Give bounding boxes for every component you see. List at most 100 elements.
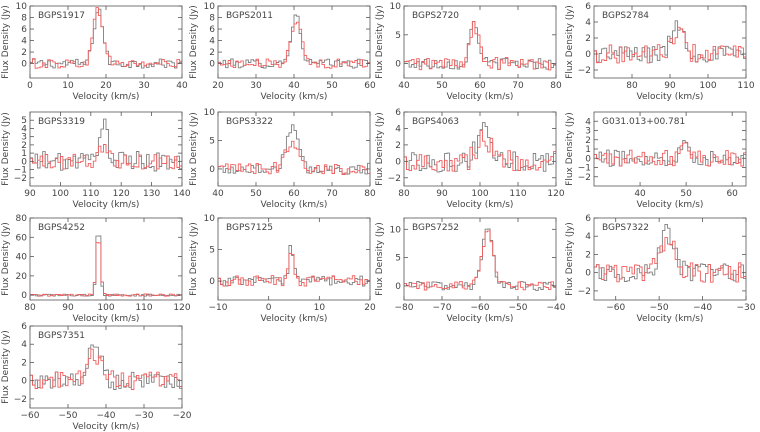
- y-tick-label: 0: [21, 157, 27, 167]
- spectrum-line-red: [218, 253, 370, 287]
- x-axis-label: Velocity (km/s): [261, 200, 328, 210]
- x-tick-label: 40: [212, 189, 224, 199]
- y-tick-label: 4: [585, 117, 591, 127]
- y-tick-label: 60: [16, 233, 28, 243]
- y-tick-label: 3: [585, 127, 591, 137]
- x-tick-label: 10: [62, 81, 74, 91]
- y-tick-label: 4: [585, 232, 591, 242]
- x-tick-label: 40: [634, 189, 646, 199]
- y-tick-label: 40: [16, 253, 28, 263]
- x-tick-label: 50: [326, 81, 338, 91]
- x-tick-label: 130: [143, 189, 160, 199]
- y-tick-label: 6: [209, 25, 215, 35]
- x-tick-label: 100: [97, 303, 114, 313]
- spectrum-panel: 20 30 40 50 60 0 24 68 10 BGPS2011 Velocity (km/s)…: [189, 2, 376, 102]
- x-tick-label: 40: [398, 81, 410, 91]
- y-tick-label: 5: [209, 246, 215, 256]
- x-tick-label: −60: [606, 303, 625, 313]
- x-tick-label: 80: [398, 189, 410, 199]
- x-tick-label: 10: [314, 303, 326, 313]
- spectrum-panel: 0 10 20 30 40 0 24 68 10 BGPS1917 Velocity (km/s) F…: [1, 2, 188, 102]
- y-tick-label: 4: [21, 37, 27, 47]
- y-tick-label: 5: [209, 136, 215, 146]
- y-axis-label: Flux Density (Jy): [375, 112, 385, 186]
- x-tick-label: 30: [250, 81, 262, 91]
- spectrum-panel: 80 90 100 110 −2 0 2 4 6 BGPS2784 Velocity (km/s) F…: [565, 2, 755, 102]
- spectrum-line-red: [218, 21, 370, 69]
- y-tick-label: 6: [21, 322, 27, 332]
- x-axis-label: Velocity (km/s): [73, 200, 140, 210]
- x-tick-label: 100: [699, 81, 716, 91]
- x-tick-label: 110: [509, 189, 526, 199]
- x-tick-label: 90: [62, 303, 74, 313]
- y-axis-label: Flux Density (Jy): [375, 5, 385, 79]
- x-tick-label: 40: [288, 81, 300, 91]
- spectrum-panel: 80 90 100 110 120 −2 0 2 4 6 BGPS4063 Velocity (km/…: [375, 108, 565, 210]
- x-axis-label: Velocity (km/s): [73, 422, 140, 432]
- y-tick-label: 4: [395, 124, 401, 134]
- panel-title: BGPS4252: [38, 223, 85, 233]
- x-tick-label: 60: [364, 81, 376, 91]
- y-tick-label: 10: [204, 214, 216, 224]
- y-tick-label: 0: [395, 282, 401, 292]
- y-tick-label: 10: [390, 225, 402, 235]
- spectrum-line-red: [30, 348, 182, 390]
- panel-title: BGPS2720: [412, 11, 459, 21]
- x-axis-label: Velocity (km/s): [261, 314, 328, 324]
- x-tick-label: −60: [21, 411, 40, 421]
- x-axis-label: Velocity (km/s): [447, 314, 514, 324]
- x-tick-label: 100: [471, 189, 488, 199]
- x-tick-label: 20: [212, 81, 224, 91]
- x-tick-label: 50: [436, 81, 448, 91]
- spectrum-line-gray: [218, 14, 370, 69]
- y-tick-label: 1: [585, 145, 591, 155]
- x-tick-label: −70: [433, 303, 452, 313]
- x-tick-label: 60: [474, 81, 486, 91]
- y-tick-label: 4: [585, 18, 591, 28]
- y-tick-label: 2: [585, 250, 591, 260]
- y-tick-label: 0: [395, 60, 401, 70]
- y-tick-label: 5: [21, 116, 27, 126]
- panel-title: G031.013+00.781: [602, 117, 685, 127]
- y-axis-label: Flux Density (Jy): [565, 5, 575, 79]
- spectrum-line-gray: [30, 235, 182, 297]
- y-axis-label: Flux Density (Jy): [189, 5, 199, 79]
- y-axis-label: Flux Density (Jy): [565, 222, 575, 296]
- panel-title: BGPS2784: [602, 11, 649, 21]
- panel-title: BGPS3322: [226, 117, 273, 127]
- spectrum-line-red: [594, 141, 746, 167]
- panel-title: BGPS7351: [38, 331, 85, 341]
- spectrum-line-red: [404, 130, 556, 172]
- y-tick-label: 5: [395, 254, 401, 264]
- spectrum-line-red: [404, 230, 556, 291]
- x-tick-label: 50: [680, 189, 692, 199]
- x-tick-label: −30: [135, 411, 154, 421]
- panel-title: BGPS7125: [226, 223, 273, 233]
- y-tick-label: −2: [578, 287, 591, 297]
- y-tick-label: 0: [395, 157, 401, 167]
- y-tick-label: 10: [390, 2, 402, 12]
- y-axis-label: Flux Density (Jy): [1, 5, 11, 79]
- spectrum-line-red: [218, 140, 370, 175]
- axes-frame: [29, 111, 183, 187]
- y-tick-label: 6: [585, 2, 591, 12]
- x-tick-label: 0: [27, 81, 33, 91]
- axes-frame: [217, 217, 371, 301]
- x-tick-label: 110: [737, 81, 754, 91]
- x-tick-label: −80: [395, 303, 414, 313]
- y-tick-label: 0: [585, 269, 591, 279]
- y-tick-label: −2: [388, 174, 401, 184]
- y-tick-label: −1: [14, 166, 27, 176]
- x-tick-label: 90: [664, 81, 676, 91]
- y-tick-label: 0: [21, 291, 27, 301]
- y-tick-label: 80: [16, 214, 28, 224]
- x-axis-label: Velocity (km/s): [261, 92, 328, 102]
- y-tick-label: −2: [578, 66, 591, 76]
- y-tick-label: 2: [585, 34, 591, 44]
- y-tick-label: 2: [21, 141, 27, 151]
- x-tick-label: −10: [209, 303, 228, 313]
- x-tick-label: 120: [113, 189, 130, 199]
- x-tick-label: 70: [326, 189, 338, 199]
- y-tick-label: 4: [209, 37, 215, 47]
